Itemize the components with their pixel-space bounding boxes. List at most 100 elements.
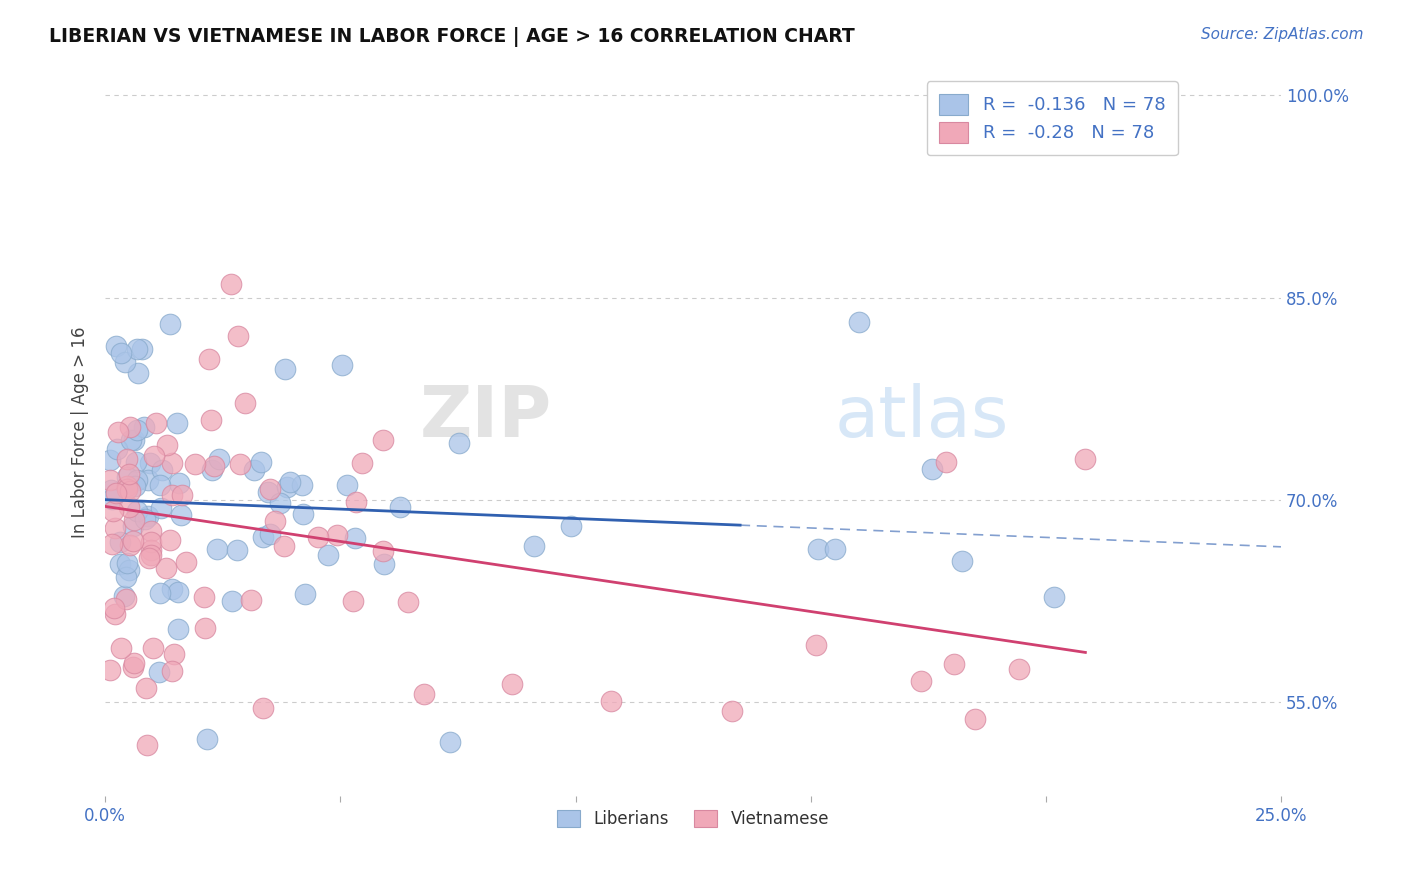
Text: Source: ZipAtlas.com: Source: ZipAtlas.com [1201, 27, 1364, 42]
Point [274, 361, 297, 376]
Point [166, 416, 188, 430]
Point [935, 455, 957, 469]
Point [127, 366, 149, 380]
Point [166, 584, 188, 599]
Text: LIBERIAN VS VIETNAMESE IN LABOR FORCE | AGE > 16 CORRELATION CHART: LIBERIAN VS VIETNAMESE IN LABOR FORCE | … [49, 27, 855, 46]
Point [373, 557, 395, 571]
Point [100, 537, 122, 551]
Point [122, 519, 145, 533]
Point [162, 487, 184, 501]
Point [943, 657, 966, 671]
Point [208, 452, 231, 467]
Point [138, 551, 160, 566]
Point [139, 534, 162, 549]
Point [107, 425, 129, 439]
Point [160, 456, 183, 470]
Point [233, 396, 256, 410]
Point [134, 512, 156, 526]
Point [332, 359, 354, 373]
Point [219, 277, 242, 291]
Point [132, 419, 155, 434]
Point [396, 595, 419, 609]
Point [276, 481, 298, 495]
Point [294, 587, 316, 601]
Point [263, 514, 285, 528]
Point [163, 648, 186, 662]
Point [259, 482, 281, 496]
Point [1042, 590, 1064, 604]
Point [307, 530, 329, 544]
Point [120, 433, 142, 447]
Point [316, 548, 339, 562]
Point [159, 533, 181, 547]
Point [921, 462, 943, 476]
Point [291, 477, 314, 491]
Point [159, 317, 181, 331]
Point [202, 458, 225, 473]
Point [105, 339, 128, 353]
Point [118, 538, 141, 552]
Point [228, 457, 250, 471]
Point [162, 582, 184, 597]
Point [342, 593, 364, 607]
Point [100, 483, 122, 497]
Point [413, 687, 436, 701]
Point [101, 491, 124, 506]
Point [125, 455, 148, 469]
Point [170, 488, 193, 502]
Point [167, 475, 190, 490]
Point [117, 467, 139, 482]
Point [125, 342, 148, 356]
Point [292, 507, 315, 521]
Point [108, 535, 131, 549]
Point [259, 526, 281, 541]
Point [148, 665, 170, 679]
Point [807, 541, 830, 556]
Point [98, 453, 121, 467]
Text: ZIP: ZIP [420, 384, 553, 452]
Point [110, 640, 132, 655]
Point [280, 475, 302, 489]
Point [101, 504, 124, 518]
Point [98, 663, 121, 677]
Point [118, 564, 141, 578]
Point [120, 419, 142, 434]
Point [108, 557, 131, 571]
Point [522, 539, 544, 553]
Point [160, 664, 183, 678]
Point [156, 438, 179, 452]
Point [599, 694, 621, 708]
Point [449, 436, 471, 450]
Point [104, 607, 127, 621]
Point [198, 352, 221, 367]
Point [139, 456, 162, 470]
Point [226, 328, 249, 343]
Point [326, 528, 349, 542]
Point [114, 355, 136, 369]
Point [150, 500, 173, 515]
Point [139, 548, 162, 562]
Point [127, 504, 149, 518]
Point [194, 621, 217, 635]
Point [346, 495, 368, 509]
Point [1074, 452, 1097, 467]
Point [103, 521, 125, 535]
Point [121, 533, 143, 548]
Point [176, 556, 198, 570]
Point [910, 674, 932, 689]
Point [122, 660, 145, 674]
Point [105, 442, 128, 456]
Point [720, 704, 742, 718]
Point [240, 593, 263, 607]
Point [373, 544, 395, 558]
Point [136, 509, 159, 524]
Point [184, 457, 207, 471]
Point [269, 496, 291, 510]
Point [221, 594, 243, 608]
Point [167, 622, 190, 636]
Point [142, 640, 165, 655]
Point [104, 485, 127, 500]
Point [149, 478, 172, 492]
Point [145, 416, 167, 430]
Point [804, 638, 827, 652]
